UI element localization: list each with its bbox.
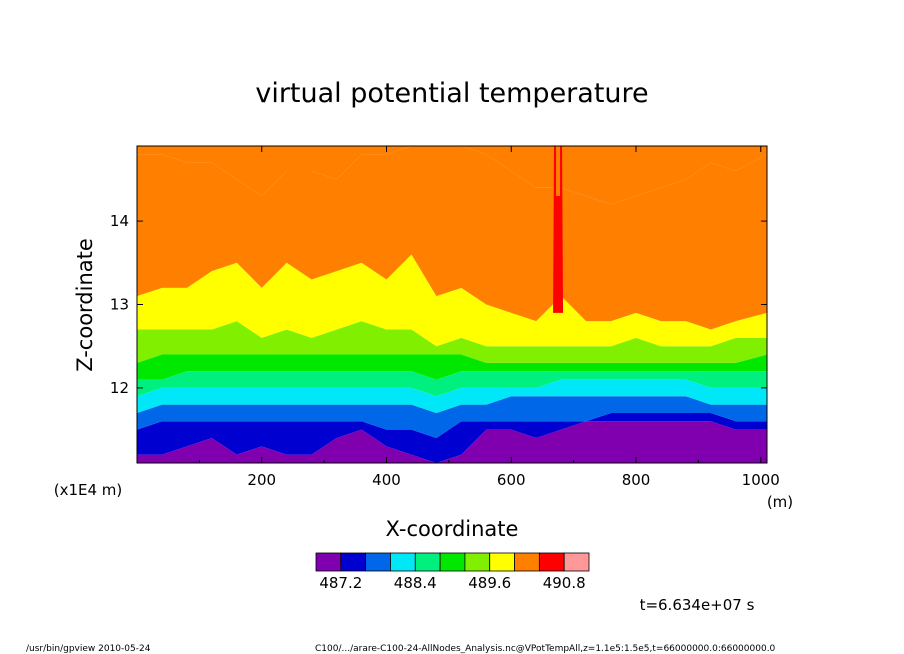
colorbar-swatch xyxy=(464,552,491,572)
colorbar-swatch xyxy=(315,552,342,572)
x-axis: 200 400 600 800 1000 xyxy=(198,146,780,489)
plot-area xyxy=(136,145,768,464)
contour-band xyxy=(137,146,767,330)
x-tick-label: 600 xyxy=(497,471,526,489)
time-annotation: t=6.634e+07 s xyxy=(640,596,755,614)
colorbar-swatch xyxy=(538,552,565,572)
colorbar-labels: 487.2 488.4 489.6 490.8 xyxy=(319,574,585,592)
x-axis-unit: (m) xyxy=(767,493,793,511)
plume-band xyxy=(553,146,564,313)
x-axis-label: X-coordinate xyxy=(386,517,519,541)
colorbar-swatch xyxy=(563,552,590,572)
colorbar-swatch xyxy=(489,552,515,572)
footer-left: /usr/bin/gpview 2010-05-24 xyxy=(26,644,151,654)
x-tick-label: 200 xyxy=(247,471,276,489)
y-tick-label: 13 xyxy=(110,296,129,314)
colorbar-swatch xyxy=(390,552,416,572)
x-tick-label: 800 xyxy=(622,471,651,489)
colorbar-swatch xyxy=(414,552,441,572)
contour-band xyxy=(137,354,767,380)
contour-band xyxy=(137,371,767,397)
x-tick-label: 1000 xyxy=(742,471,780,489)
colorbar xyxy=(315,552,590,572)
contour-band xyxy=(137,146,767,205)
y-tick-label: 14 xyxy=(110,212,129,230)
y-tick-label: 12 xyxy=(110,379,129,397)
y-axis-label: Z-coordinate xyxy=(73,238,97,372)
plume-band xyxy=(556,146,561,197)
colorbar-label: 488.4 xyxy=(394,574,437,592)
y-axis-scale-note: (x1E4 m) xyxy=(54,481,123,499)
colorbar-label: 487.2 xyxy=(319,574,362,592)
contour-bands xyxy=(137,146,767,463)
colorbar-swatch xyxy=(514,552,540,572)
contour-band xyxy=(137,254,767,347)
chart-title: virtual potential temperature xyxy=(255,78,648,109)
footer-right: C100/.../arare-C100-24-AllNodes_Analysis… xyxy=(315,644,776,654)
colorbar-swatch xyxy=(439,552,466,572)
contour-band xyxy=(137,396,767,438)
plume-feature xyxy=(553,146,564,313)
contour-band xyxy=(137,412,767,463)
contour-band xyxy=(137,321,767,363)
y-axis: 12 13 14 xyxy=(110,212,767,397)
colorbar-label: 490.8 xyxy=(543,574,586,592)
contour-band xyxy=(137,421,767,463)
colorbar-swatch xyxy=(340,552,367,572)
x-tick-label: 400 xyxy=(372,471,401,489)
colorbar-label: 489.6 xyxy=(468,574,511,592)
colorbar-swatch xyxy=(365,552,391,572)
